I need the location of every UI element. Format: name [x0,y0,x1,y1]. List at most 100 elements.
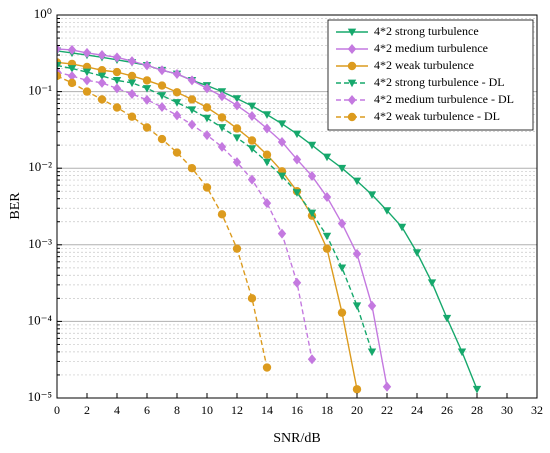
marker [352,177,362,186]
marker [67,44,77,55]
marker [427,279,437,287]
marker [292,189,302,197]
marker [82,87,92,96]
series-line [57,71,313,360]
marker [112,77,122,85]
marker [347,61,357,71]
marker [247,145,257,153]
marker [202,114,212,123]
legend: 4*2 strong turbulence 4*2 medium turbulen… [327,19,534,131]
marker [97,66,107,75]
marker [292,130,302,139]
legend-label: 4*2 strong turbulence - DL [374,75,505,89]
marker [262,158,272,167]
x-tick-label: 12 [231,403,243,417]
marker [292,277,302,288]
marker [217,210,227,219]
marker [262,198,272,209]
marker [112,103,122,112]
marker [367,348,377,357]
marker [232,134,242,142]
x-tick-label: 0 [54,403,60,417]
marker [217,124,227,132]
x-tick-label: 32 [531,403,543,417]
x-tick-label: 30 [501,403,513,417]
marker [112,67,122,77]
marker [157,134,167,144]
y-axis-label: BER [8,192,23,220]
marker [232,244,242,253]
marker [67,65,77,73]
marker [217,113,227,122]
marker [97,50,107,61]
marker [232,124,242,133]
marker [247,136,257,145]
marker [57,71,62,81]
marker [247,111,257,122]
marker [157,65,167,76]
legend-label: 4*2 weak turbulence [374,58,474,72]
x-tick-label: 8 [174,403,180,417]
marker [412,249,422,257]
marker [97,95,107,104]
marker [472,385,482,394]
marker [157,81,167,90]
x-tick-label: 22 [381,403,393,417]
x-tick-label: 28 [471,403,483,417]
marker [112,52,122,63]
marker [97,77,107,88]
marker [157,92,167,100]
marker [277,120,287,128]
marker [337,164,347,173]
marker [187,164,197,173]
marker [352,302,362,310]
marker [82,47,92,58]
x-tick-label: 18 [321,403,333,417]
marker [347,28,357,37]
marker [217,91,227,102]
marker [262,363,272,372]
x-tick-label: 10 [201,403,213,417]
x-tick-label: 14 [261,403,273,417]
marker [172,68,182,79]
marker [347,112,357,122]
marker [127,79,137,88]
x-axis-label: SNR/dB [273,431,320,446]
marker [382,207,392,215]
marker [202,103,212,112]
x-tick-label: 6 [144,403,150,417]
series-line [57,64,373,353]
marker [382,381,392,392]
x-tick-label: 2 [84,403,90,417]
marker [292,154,302,165]
marker [202,130,212,141]
marker [57,62,62,70]
marker [347,44,357,54]
marker [347,95,357,105]
marker [307,209,317,218]
marker [217,141,227,152]
x-tick-label: 20 [351,403,363,417]
legend-label: 4*2 strong turbulence [374,24,479,38]
marker [187,75,197,86]
x-tick-label: 26 [441,403,453,417]
marker [82,75,92,86]
marker [142,85,152,93]
marker [352,385,362,394]
marker [57,43,62,54]
x-tick-label: 24 [411,403,423,417]
marker [247,102,257,111]
x-tick-label: 4 [114,403,120,417]
legend-label: 4*2 medium turbulence [374,41,488,55]
marker [347,79,357,88]
marker [127,89,137,100]
y-tick-label: 10⁻⁵ [28,389,52,404]
marker [367,191,377,199]
marker [67,78,77,88]
marker [172,99,182,107]
legend-box [327,19,534,131]
marker [352,248,362,259]
marker [277,136,287,147]
